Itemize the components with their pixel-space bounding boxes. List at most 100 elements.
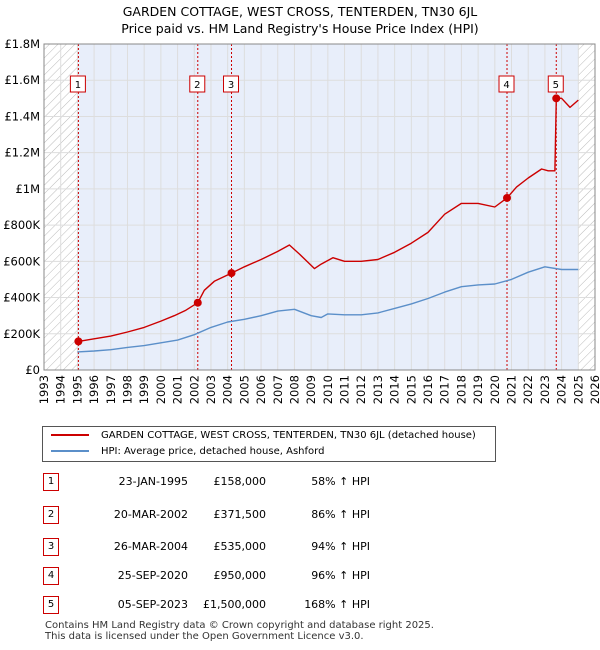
x-tick-label: 2006 (254, 375, 268, 404)
sale-number: 3 (43, 538, 59, 556)
sale-point-marker (74, 337, 83, 346)
sale-number-label: 2 (194, 80, 200, 91)
x-tick-label: 1994 (54, 375, 68, 404)
x-tick-label: 2008 (287, 375, 301, 404)
price-chart: 1 2 3 4 5 £0 £200K £400K £600K £800K £1M £1.2M £1.4… (3, 37, 600, 404)
x-tick-label: 2024 (555, 375, 569, 404)
x-tick-label: 2014 (388, 375, 402, 404)
x-tick-label: 2007 (271, 375, 285, 404)
x-tick-label: 2002 (187, 375, 201, 404)
x-tick-label: 1997 (104, 375, 118, 404)
chart-title: GARDEN COTTAGE, WEST CROSS, TENTERDEN, T… (122, 4, 478, 19)
sale-row: 1 23-JAN-1995 £158,000 58% ↑ HPI (0, 473, 600, 493)
x-tick-label: 1993 (37, 375, 51, 404)
legend-hpi-swatch (51, 450, 89, 452)
hatched-region-left (44, 44, 79, 370)
x-tick-label: 2023 (538, 375, 552, 404)
sale-hpi: 168% ↑ HPI (304, 598, 370, 611)
x-tick-label: 1999 (137, 375, 151, 404)
sale-date: 05-SEP-2023 (117, 598, 188, 611)
x-tick-label: 2010 (321, 375, 335, 404)
x-tick-label: 2012 (354, 375, 368, 404)
x-tick-label: 2000 (154, 375, 168, 404)
sale-number-box (498, 75, 515, 93)
sale-number: 1 (43, 473, 59, 491)
y-tick-label: £200K (3, 327, 40, 341)
x-tick-label: 2001 (171, 375, 185, 404)
x-tick-label: 1995 (70, 375, 84, 404)
plot-frame (43, 43, 596, 371)
footer-line-1: Contains HM Land Registry data © Crown c… (45, 620, 434, 631)
y-tick-label: £1.8M (4, 37, 40, 51)
x-tick-label: 2020 (488, 375, 502, 404)
sale-number-label: 4 (503, 80, 509, 91)
hpi-series-line (77, 266, 579, 353)
y-tick-label: £1.2M (4, 146, 40, 160)
legend-property-swatch (51, 434, 89, 436)
sale-hpi: 58% ↑ HPI (311, 475, 370, 488)
x-tick-label: 1996 (87, 375, 101, 404)
sale-hpi: 96% ↑ HPI (311, 569, 370, 582)
sale-number-label: 1 (75, 80, 81, 91)
sale-hpi: 94% ↑ HPI (311, 540, 370, 553)
sale-point-marker (193, 298, 202, 307)
ownership-shade (78, 44, 579, 370)
sale-number-box (69, 75, 86, 93)
sale-price: £535,000 (213, 540, 267, 553)
chart-legend: GARDEN COTTAGE, WEST CROSS, TENTERDEN, T… (42, 426, 496, 462)
y-tick-label: £1M (15, 182, 40, 196)
sale-price: £1,500,000 (203, 598, 266, 611)
sale-number-label: 5 (553, 80, 559, 91)
x-tick-label: 2019 (471, 375, 485, 404)
y-tick-label: £0 (25, 363, 40, 377)
x-tick-label: 2025 (571, 375, 585, 404)
chart-subtitle: Price paid vs. HM Land Registry's House … (121, 21, 479, 36)
sale-number-box (223, 75, 240, 93)
hatched-region-right (578, 44, 595, 370)
x-tick-label: 2003 (204, 375, 218, 404)
sale-number: 5 (43, 596, 59, 614)
x-tick-label: 2026 (588, 375, 600, 404)
sale-row: 3 26-MAR-2004 £535,000 94% ↑ HPI (0, 538, 600, 558)
sale-row: 5 05-SEP-2023 £1,500,000 168% ↑ HPI (0, 596, 600, 616)
y-tick-label: £800K (3, 218, 40, 232)
y-tick-label: £400K (3, 291, 40, 305)
sale-point-marker (503, 193, 512, 202)
footer: Contains HM Land Registry data © Crown c… (45, 620, 434, 642)
x-tick-label: 2004 (221, 375, 235, 404)
y-tick-label: £1.6M (4, 73, 40, 87)
sale-number: 2 (43, 506, 59, 524)
sale-hpi: 86% ↑ HPI (311, 508, 370, 521)
x-tick-label: 2005 (237, 375, 251, 404)
sale-row: 2 20-MAR-2002 £371,500 86% ↑ HPI (0, 506, 600, 526)
sale-number-label: 3 (228, 80, 234, 91)
x-tick-label: 1998 (120, 375, 134, 404)
x-tick-label: 2018 (454, 375, 468, 404)
sale-price: £158,000 (213, 475, 267, 488)
x-tick-label: 2011 (338, 375, 352, 404)
sale-date: 25-SEP-2020 (117, 569, 188, 582)
x-tick-label: 2022 (521, 375, 535, 404)
legend-property: GARDEN COTTAGE, WEST CROSS, TENTERDEN, T… (51, 428, 476, 444)
y-tick-label: £600K (3, 254, 40, 268)
x-tick-label: 2016 (421, 375, 435, 404)
legend-property-label: GARDEN COTTAGE, WEST CROSS, TENTERDEN, T… (101, 430, 476, 441)
y-tick-label: £1.4M (4, 109, 40, 123)
sale-point-marker (552, 94, 561, 103)
legend-hpi: HPI: Average price, detached house, Ashf… (51, 444, 324, 460)
sale-number: 4 (43, 567, 59, 585)
sale-date: 23-JAN-1995 (118, 475, 188, 488)
sale-date: 26-MAR-2004 (113, 540, 188, 553)
sale-price: £950,000 (213, 569, 267, 582)
x-tick-label: 2017 (438, 375, 452, 404)
sale-date: 20-MAR-2002 (113, 508, 188, 521)
x-tick-label: 2015 (404, 375, 418, 404)
x-tick-label: 2009 (304, 375, 318, 404)
sale-number-box (547, 75, 564, 93)
sale-row: 4 25-SEP-2020 £950,000 96% ↑ HPI (0, 567, 600, 587)
x-tick-label: 2013 (371, 375, 385, 404)
sale-number-box (189, 75, 206, 93)
legend-hpi-label: HPI: Average price, detached house, Ashf… (101, 446, 325, 457)
sale-point-marker (227, 269, 236, 278)
sale-price: £371,500 (213, 508, 267, 521)
